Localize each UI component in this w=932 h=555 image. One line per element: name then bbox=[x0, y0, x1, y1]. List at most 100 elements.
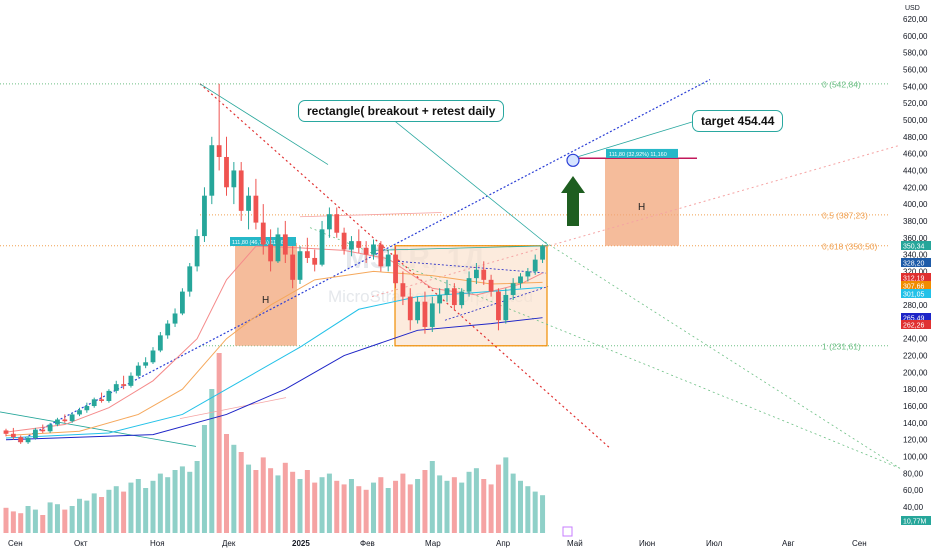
volume-bar bbox=[407, 484, 413, 533]
volume-bar bbox=[32, 509, 38, 533]
volume-bar bbox=[231, 444, 237, 533]
volume-bar bbox=[348, 479, 354, 533]
candle-body bbox=[290, 254, 296, 280]
pattern-callout: rectangle( breakout + retest daily bbox=[298, 100, 505, 122]
volume-bar bbox=[415, 479, 421, 533]
volume-bar bbox=[481, 479, 487, 533]
volume-bar bbox=[275, 475, 281, 533]
volume-bar bbox=[319, 477, 325, 533]
trend-line-pink-short bbox=[299, 212, 443, 218]
candle-body bbox=[238, 170, 244, 211]
y-tick-label: 360,00 bbox=[903, 234, 928, 243]
volume-bar bbox=[385, 488, 391, 533]
candle-body bbox=[451, 288, 457, 306]
candle-body bbox=[62, 419, 68, 422]
y-tick-label: 440,00 bbox=[903, 166, 928, 175]
candle-body bbox=[525, 271, 531, 277]
earnings-marker bbox=[562, 526, 573, 537]
measure-label: 111,80 (32,92%) 11,160 bbox=[609, 152, 667, 158]
volume-bar bbox=[429, 461, 435, 533]
candle-body bbox=[18, 437, 24, 443]
y-tick-label: 120,00 bbox=[903, 436, 928, 445]
volume-bar bbox=[341, 484, 347, 533]
channel-line-top bbox=[397, 260, 547, 274]
candle-body bbox=[304, 251, 310, 258]
trend-lines bbox=[0, 79, 901, 469]
x-tick-label: Июл bbox=[706, 539, 723, 548]
volume-bar bbox=[540, 495, 546, 533]
price-tag-bg bbox=[901, 516, 931, 525]
y-tick-label: 180,00 bbox=[903, 385, 928, 394]
volume-bar bbox=[532, 491, 538, 533]
trend-line-green-1 bbox=[199, 83, 329, 165]
price-tag-bg bbox=[901, 313, 931, 322]
volume-bars bbox=[3, 353, 546, 533]
y-tick-label: 140,00 bbox=[903, 419, 928, 428]
trend-line-green-dashed bbox=[309, 227, 901, 469]
downtrend-line-red bbox=[199, 83, 611, 449]
volume-bar bbox=[69, 506, 75, 533]
y-tick-label: 620,00 bbox=[903, 15, 928, 24]
candle-body bbox=[25, 438, 31, 443]
x-tick-label: 2025 bbox=[292, 539, 310, 548]
volume-bar bbox=[488, 484, 494, 533]
x-tick-label: Окт bbox=[74, 539, 88, 548]
parallel-line-pink bbox=[371, 144, 901, 298]
x-tick-label: Май bbox=[567, 539, 583, 548]
x-tick-label: Сен bbox=[8, 539, 23, 548]
candle-body bbox=[113, 384, 119, 391]
volume-bar bbox=[312, 482, 318, 533]
y-tick-label: 100,00 bbox=[903, 453, 928, 462]
volume-bar bbox=[238, 452, 244, 533]
y-tick-label: 500,00 bbox=[903, 116, 928, 125]
y-tick-label: 240,00 bbox=[903, 335, 928, 344]
candle-body bbox=[246, 195, 251, 211]
volume-bar bbox=[47, 502, 53, 533]
price-tag-label: 10,77M bbox=[903, 519, 927, 526]
candle-body bbox=[422, 301, 428, 327]
candle-body bbox=[349, 241, 354, 250]
volume-bar bbox=[224, 434, 229, 533]
volume-bar bbox=[297, 479, 303, 533]
candle-body bbox=[128, 375, 134, 386]
fib-label-2: 0,618 (350,50) bbox=[822, 241, 877, 251]
ma-line-ma100 bbox=[5, 286, 543, 439]
candle-body bbox=[216, 145, 222, 157]
volume-bar bbox=[113, 486, 119, 533]
candle-body bbox=[91, 399, 97, 407]
y-tick-label: 200,00 bbox=[903, 368, 928, 377]
y-tick-label: 340,00 bbox=[903, 251, 928, 260]
candle-body bbox=[121, 384, 126, 386]
volume-bar bbox=[91, 493, 97, 533]
y-tick-label: 380,00 bbox=[903, 217, 928, 226]
measured-move-box-left bbox=[235, 242, 297, 346]
candle-body bbox=[393, 254, 398, 284]
y-axis: USD 620,00 600,00 580,00 560,00 540,00 520,00 5… bbox=[901, 5, 931, 526]
y-tick-label: 160,00 bbox=[903, 402, 928, 411]
volume-bar bbox=[356, 486, 362, 533]
y-tick-label: 220,00 bbox=[903, 352, 928, 361]
candle-body bbox=[363, 247, 369, 255]
y-tick-label: 60,00 bbox=[903, 486, 924, 495]
volume-bar bbox=[135, 479, 141, 533]
volume-bar bbox=[510, 473, 516, 533]
callout-pointer bbox=[385, 113, 549, 246]
measure-label-bg bbox=[606, 148, 678, 158]
volume-bar bbox=[282, 462, 288, 533]
volume-bar bbox=[459, 482, 465, 533]
measure-label-left: 111,80 (46,7%) 11,160 bbox=[232, 240, 287, 246]
target-pointer bbox=[576, 121, 693, 158]
volume-bar bbox=[525, 486, 531, 533]
price-tag-label: 328,20 bbox=[903, 261, 925, 268]
x-tick-label: Апр bbox=[496, 539, 511, 548]
measured-move-box-target bbox=[605, 158, 679, 246]
trend-line-pink-low bbox=[179, 397, 287, 420]
price-tag-bg bbox=[901, 320, 931, 329]
volume-bar bbox=[290, 471, 296, 533]
fib-label-0: 0 (542,84) bbox=[822, 79, 861, 89]
candle-body bbox=[143, 362, 149, 366]
price-tag-bg bbox=[901, 289, 931, 298]
candle-body bbox=[356, 241, 362, 248]
candle-body bbox=[518, 276, 523, 284]
